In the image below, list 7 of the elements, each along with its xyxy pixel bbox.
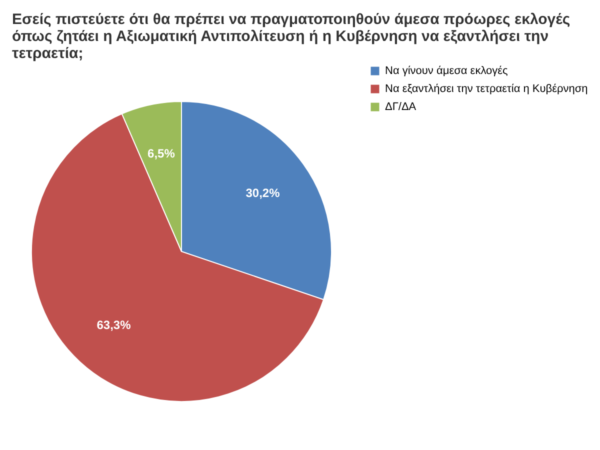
data-label: 63,3% [96,318,132,332]
legend-label: Να γίνουν άμεσα εκλογές [385,65,508,77]
data-label: 6,5% [148,146,176,161]
chart-title: Εσείς πιστεύετε ότι θα πρέπει να πραγματοποιηθούν άμεσα πρόωρες εκλογές όπως ζητάει η Αξιωματική Αντιπολίτευση ή η Κυβέρνηση να εξαντλήσει την τετραετία; [12,11,570,62]
data-label: 30,2% [246,186,280,200]
legend-label: ΔΓ/ΔΑ [385,101,417,113]
legend-label: Να εξαντλήσει την τετραετία η Κυβέρνηση [385,83,588,95]
